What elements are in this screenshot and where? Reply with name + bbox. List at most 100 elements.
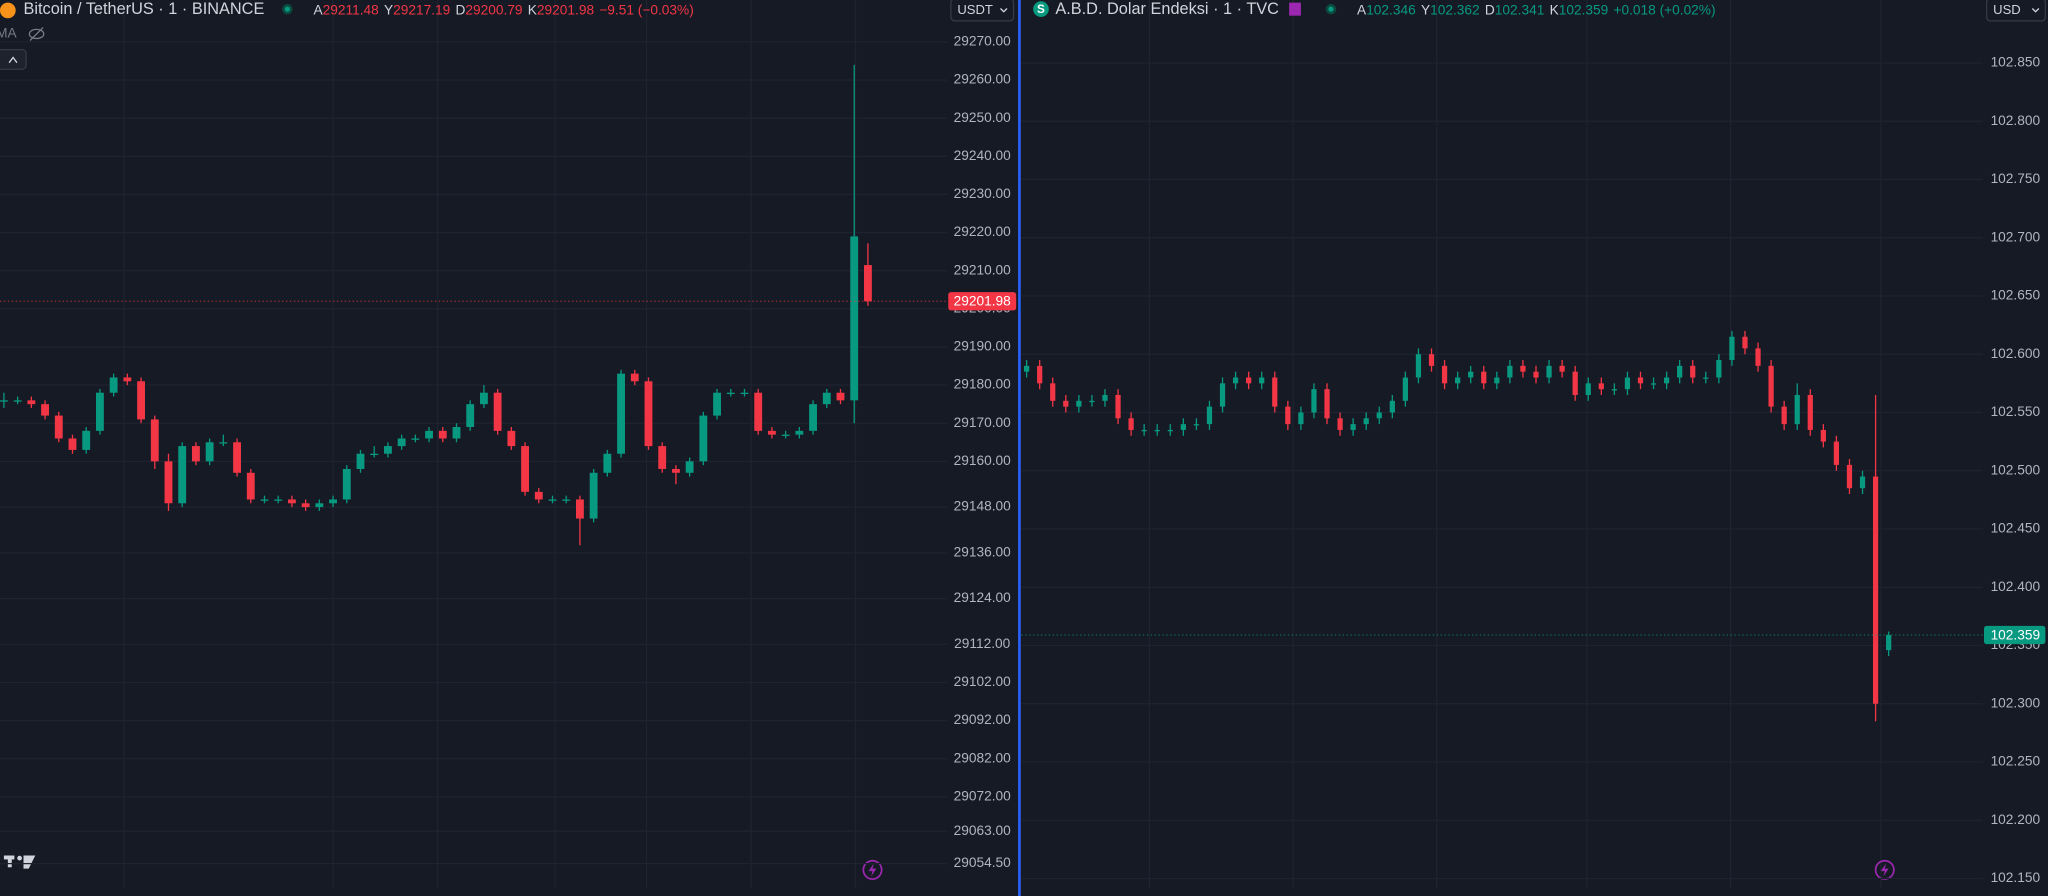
y-tick-label: 29160.00 bbox=[954, 453, 1012, 468]
y-tick-label: 102.150 bbox=[1991, 870, 2041, 885]
candle-body bbox=[1415, 354, 1422, 378]
candle-body bbox=[576, 499, 584, 519]
y-tick-label: 102.500 bbox=[1991, 462, 2041, 477]
candle-body bbox=[836, 392, 845, 401]
candle-body bbox=[1298, 412, 1304, 425]
candle-body bbox=[315, 503, 324, 508]
ohlc-quote: A102.346 Y102.362 D102.341 K102.359 +0.018 (… bbox=[1357, 2, 1716, 17]
y-tick-label: 29180.00 bbox=[954, 377, 1012, 392]
candle-body bbox=[1128, 418, 1134, 430]
candle-body bbox=[1546, 365, 1552, 378]
candle-body bbox=[192, 446, 200, 462]
collapse-button[interactable] bbox=[0, 48, 27, 70]
candle-body bbox=[1337, 418, 1343, 430]
candle-body bbox=[1468, 371, 1474, 378]
candle-body bbox=[384, 446, 392, 454]
candle-body bbox=[1246, 377, 1252, 384]
ohlc-letter: K bbox=[1550, 2, 1559, 17]
candle-body bbox=[1141, 429, 1147, 432]
dropdown-arrow bbox=[1000, 8, 1008, 13]
candle-body bbox=[1089, 400, 1095, 403]
candle-body bbox=[205, 442, 214, 462]
candle-body bbox=[164, 461, 173, 504]
y-tick-label: 29102.00 bbox=[954, 674, 1012, 689]
ohlc-change: +0.018 (+0.02%) bbox=[1613, 2, 1715, 17]
candle-body bbox=[246, 472, 255, 500]
symbol-title: Bitcoin / TetherUS · 1 · BINANCE bbox=[24, 0, 265, 18]
candle-body bbox=[850, 236, 859, 401]
candle-body bbox=[1389, 400, 1395, 413]
candle-body bbox=[1311, 389, 1317, 413]
ohlc-letter: A bbox=[1357, 2, 1367, 17]
currency-selector[interactable] bbox=[950, 0, 1015, 22]
y-tick-label: 29054.50 bbox=[954, 855, 1012, 870]
y-tick-label: 29112.00 bbox=[954, 636, 1011, 651]
candle-body bbox=[1859, 476, 1866, 489]
currency-selector[interactable] bbox=[1985, 0, 2047, 22]
candle-body bbox=[685, 461, 694, 473]
candle-body bbox=[1846, 464, 1853, 489]
candle-body bbox=[288, 499, 296, 504]
candle-body bbox=[301, 503, 310, 508]
candle-body bbox=[1193, 424, 1200, 426]
candle-body bbox=[507, 430, 516, 447]
candle-body bbox=[548, 499, 557, 501]
candle-body bbox=[1376, 412, 1382, 419]
candle-body bbox=[438, 430, 447, 439]
candle-body bbox=[795, 430, 804, 435]
candle-body bbox=[713, 392, 721, 416]
candle-body bbox=[1624, 377, 1631, 390]
candle-body bbox=[1637, 377, 1644, 384]
candle-body bbox=[411, 438, 420, 440]
y-tick-label: 29190.00 bbox=[954, 339, 1012, 354]
candle-body bbox=[1585, 383, 1591, 395]
candle-body bbox=[397, 438, 406, 447]
candle-body bbox=[109, 377, 118, 393]
candle-body bbox=[1768, 365, 1774, 407]
y-tick-label: 29124.00 bbox=[954, 590, 1012, 605]
candle-body bbox=[1703, 377, 1709, 379]
candle-body bbox=[1716, 360, 1722, 378]
candle-body bbox=[589, 472, 598, 519]
candle-body bbox=[822, 392, 831, 405]
candle-body bbox=[1520, 365, 1526, 372]
y-tick-label: 29136.00 bbox=[954, 544, 1012, 559]
last-price-box bbox=[1984, 625, 2046, 645]
symbol-badge bbox=[1033, 1, 1049, 17]
y-tick-label: 29260.00 bbox=[954, 72, 1012, 87]
candle-body bbox=[1285, 406, 1291, 425]
ohlc-value: 102.362 bbox=[1430, 2, 1480, 17]
candle-body bbox=[1886, 635, 1892, 651]
candle-body bbox=[1324, 389, 1330, 419]
candle-body bbox=[1180, 424, 1186, 430]
last-price-label: 102.359 bbox=[1991, 627, 2041, 642]
candle-body bbox=[699, 415, 708, 462]
candle-body bbox=[493, 392, 502, 431]
candle-body bbox=[1664, 377, 1670, 384]
candle-body bbox=[1455, 377, 1461, 384]
y-tick-label: 102.800 bbox=[1991, 113, 2041, 128]
candle-body bbox=[1572, 371, 1578, 395]
candle-body bbox=[1402, 377, 1408, 401]
candle-body bbox=[658, 446, 667, 469]
candle-body bbox=[1024, 365, 1030, 372]
candle-body bbox=[329, 499, 337, 504]
candle-body bbox=[864, 265, 872, 302]
y-tick-label: 29092.00 bbox=[954, 712, 1012, 727]
visibility-icon[interactable] bbox=[28, 26, 45, 41]
candle-body bbox=[726, 392, 735, 395]
candle-body bbox=[1154, 429, 1160, 432]
candle-body bbox=[1167, 429, 1173, 432]
y-tick-label: 102.450 bbox=[1991, 521, 2041, 536]
candle-body bbox=[1807, 394, 1813, 430]
candle-body bbox=[1363, 418, 1369, 425]
ohlc-quote: A29211.48 Y29217.19 D29200.79 K29201.98 −9.5… bbox=[313, 2, 693, 17]
candle-body bbox=[82, 430, 91, 450]
candle-body bbox=[27, 400, 36, 405]
ohlc-value: 29217.19 bbox=[393, 2, 450, 17]
ohlc-letter: A bbox=[313, 2, 323, 17]
y-tick-label: 29072.00 bbox=[954, 788, 1012, 803]
lightning-button[interactable] bbox=[862, 859, 883, 880]
